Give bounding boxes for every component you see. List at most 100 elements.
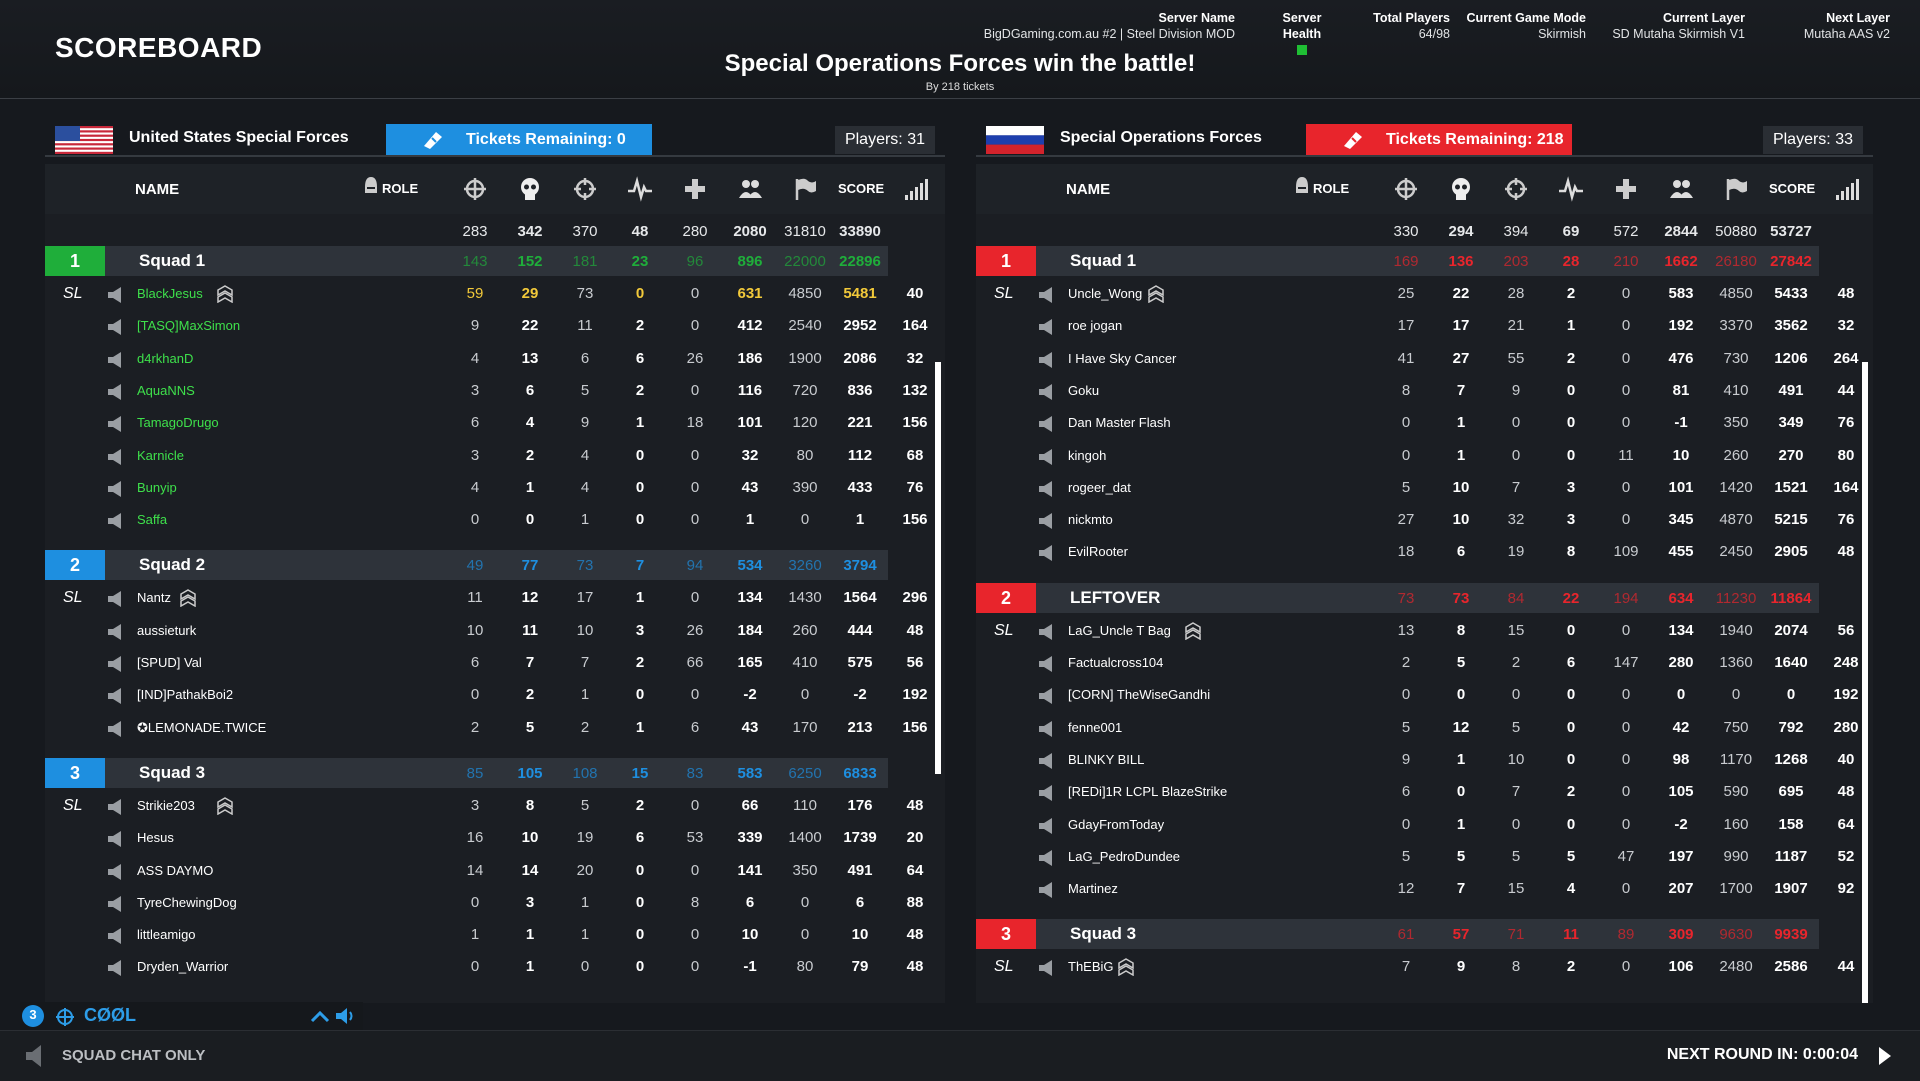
mute-player-toggle[interactable] — [107, 351, 123, 374]
heals-icon-column[interactable] — [1612, 175, 1640, 203]
player-row[interactable]: SL BlackJesus 59 29 73 0 0 631 4850 5481 40 — [45, 278, 930, 310]
kills-icon-column[interactable] — [1392, 175, 1420, 203]
mute-player-toggle[interactable] — [1038, 959, 1054, 982]
mute-player-toggle[interactable] — [107, 798, 123, 821]
mute-player-toggle[interactable] — [107, 512, 123, 535]
column-score-header[interactable]: SCORE — [838, 181, 885, 196]
player-row[interactable]: rogeer_dat 5 10 7 3 0 101 1420 1521 164 — [976, 472, 1861, 504]
column-role-header[interactable]: ROLE — [382, 181, 419, 196]
player-row[interactable]: ✪LEMONADE.TWICE 2 5 2 1 6 43 170 213 156 — [45, 712, 930, 744]
mute-player-toggle[interactable] — [107, 720, 123, 743]
player-row[interactable]: BLINKY BILL 9 1 10 0 0 98 1170 1268 40 — [976, 744, 1861, 776]
column-name-header[interactable]: NAME — [1066, 181, 1111, 198]
column-score-header[interactable]: SCORE — [1769, 181, 1816, 196]
player-row[interactable]: AquaNNS 3 6 5 2 0 116 720 836 132 — [45, 375, 930, 407]
player-row[interactable]: Hesus 16 10 19 6 53 339 1400 1739 20 — [45, 822, 930, 854]
player-row[interactable]: TyreChewingDog 0 3 1 0 8 6 0 6 88 — [45, 887, 930, 919]
mute-player-toggle[interactable] — [107, 286, 123, 309]
downs-icon-column[interactable] — [571, 175, 599, 203]
mute-player-toggle[interactable] — [107, 318, 123, 341]
mute-player-toggle[interactable] — [107, 830, 123, 853]
objective-flag-icon-column[interactable] — [1722, 175, 1750, 203]
squad-header-row[interactable]: 1 Squad 1 143 152 181 23 96 896 22000 22896 — [45, 246, 930, 278]
mute-player-toggle[interactable] — [107, 863, 123, 886]
player-row[interactable]: Dryden_Warrior 0 1 0 0 0 -1 80 79 48 — [45, 951, 930, 983]
player-row[interactable]: Goku 8 7 9 0 0 81 410 491 44 — [976, 375, 1861, 407]
mute-player-toggle[interactable] — [1038, 544, 1054, 567]
player-row[interactable]: Saffa 0 0 1 0 0 1 0 1 156 — [45, 504, 930, 536]
player-row[interactable]: [SPUD] Val 6 7 7 2 66 165 410 575 56 — [45, 647, 930, 679]
player-row[interactable]: GdayFromToday 0 1 0 0 0 -2 160 158 64 — [976, 809, 1861, 841]
player-row[interactable]: Martinez 12 7 15 4 0 207 1700 1907 92 — [976, 873, 1861, 905]
deaths-icon-column[interactable] — [516, 175, 544, 203]
mute-player-toggle[interactable] — [1038, 286, 1054, 309]
player-row[interactable]: Factualcross104 2 5 2 6 147 280 1360 1640 248 — [976, 647, 1861, 679]
revives-icon-column[interactable] — [626, 175, 654, 203]
player-row[interactable]: [CORN] TheWiseGandhi 0 0 0 0 0 0 0 0 192 — [976, 679, 1861, 711]
player-row[interactable]: EvilRooter 18 6 19 8 109 455 2450 2905 48 — [976, 536, 1861, 568]
mute-player-toggle[interactable] — [107, 655, 123, 678]
mute-player-toggle[interactable] — [107, 959, 123, 982]
player-row[interactable]: [IND]PathakBoi2 0 2 1 0 0 -2 0 -2 192 — [45, 679, 930, 711]
squad-header-row[interactable]: 1 Squad 1 169 136 203 28 210 1662 26180 27842 — [976, 246, 1861, 278]
player-row[interactable]: kingoh 0 1 0 0 11 10 260 270 80 — [976, 440, 1861, 472]
squad-header-row[interactable]: 3 Squad 3 85 105 108 15 83 583 6250 6833 — [45, 757, 930, 790]
deaths-icon-column[interactable] — [1447, 175, 1475, 203]
teamwork-icon-column[interactable] — [1667, 175, 1695, 203]
roster-scrollbar[interactable] — [1862, 362, 1868, 1003]
mute-player-toggle[interactable] — [1038, 784, 1054, 807]
mute-player-toggle[interactable] — [1038, 448, 1054, 471]
player-row[interactable]: roe jogan 17 17 21 1 0 192 3370 3562 32 — [976, 310, 1861, 342]
squad-header-row[interactable]: 3 Squad 3 61 57 71 11 89 309 9630 9939 — [976, 919, 1861, 951]
squad-header-row[interactable]: 2 Squad 2 49 77 73 7 94 534 3260 3794 — [45, 550, 930, 582]
ping-column[interactable] — [1832, 175, 1860, 203]
mute-player-toggle[interactable] — [107, 687, 123, 710]
mute-player-toggle[interactable] — [107, 383, 123, 406]
squad-header-row[interactable]: 2 LEFTOVER 73 73 84 22 194 634 11230 11864 — [976, 582, 1861, 615]
mute-player-toggle[interactable] — [1038, 655, 1054, 678]
column-role-header[interactable]: ROLE — [1313, 181, 1350, 196]
player-row[interactable]: ASS DAYMO 14 14 20 0 0 141 350 491 64 — [45, 855, 930, 887]
mute-player-toggle[interactable] — [1038, 318, 1054, 341]
player-row[interactable]: nickmto 27 10 32 3 0 345 4870 5215 76 — [976, 504, 1861, 536]
player-row[interactable]: [REDi]1R LCPL BlazeStrike 6 0 7 2 0 105 590 695 4… — [976, 776, 1861, 808]
mute-player-toggle[interactable] — [1038, 383, 1054, 406]
mute-player-toggle[interactable] — [107, 623, 123, 646]
player-row[interactable]: SL ThEBiG 7 9 8 2 0 106 2480 2586 44 — [976, 951, 1861, 983]
mute-player-toggle[interactable] — [1038, 881, 1054, 904]
mute-player-toggle[interactable] — [107, 895, 123, 918]
player-row[interactable]: Dan Master Flash 0 1 0 0 0 -1 350 349 76 — [976, 407, 1861, 439]
player-row[interactable]: Karnicle 3 2 4 0 0 32 80 112 68 — [45, 440, 930, 472]
player-row[interactable]: LaG_PedroDundee 5 5 5 5 47 197 990 1187 52 — [976, 841, 1861, 873]
player-row[interactable]: Bunyip 4 1 4 0 0 43 390 433 76 — [45, 472, 930, 504]
player-row[interactable]: SL LaG_Uncle T Bag 13 8 15 0 0 134 1940 2074 56 — [976, 615, 1861, 647]
mute-player-toggle[interactable] — [1038, 752, 1054, 775]
heals-icon-column[interactable] — [681, 175, 709, 203]
teamwork-icon-column[interactable] — [736, 175, 764, 203]
mute-player-toggle[interactable] — [107, 590, 123, 613]
downs-icon-column[interactable] — [1502, 175, 1530, 203]
player-row[interactable]: I Have Sky Cancer 41 27 55 2 0 476 730 1206 264 — [976, 343, 1861, 375]
player-row[interactable]: d4rkhanD 4 13 6 6 26 186 1900 2086 32 — [45, 343, 930, 375]
objective-flag-icon-column[interactable] — [791, 175, 819, 203]
player-row[interactable]: [TASQ]MaxSimon 9 22 11 2 0 412 2540 2952 164 — [45, 310, 930, 342]
mute-player-toggle[interactable] — [1038, 817, 1054, 840]
mute-player-toggle[interactable] — [1038, 415, 1054, 438]
revives-icon-column[interactable] — [1557, 175, 1585, 203]
player-row[interactable]: aussieturk 10 11 10 3 26 184 260 444 48 — [45, 615, 930, 647]
player-row[interactable]: fenne001 5 12 5 0 0 42 750 792 280 — [976, 712, 1861, 744]
mute-player-toggle[interactable] — [107, 480, 123, 503]
column-name-header[interactable]: NAME — [135, 181, 180, 198]
roster-scrollbar[interactable] — [935, 362, 941, 774]
player-row[interactable]: littleamigo 1 1 1 0 0 10 0 10 48 — [45, 919, 930, 951]
mute-player-toggle[interactable] — [1038, 849, 1054, 872]
mute-player-toggle[interactable] — [107, 448, 123, 471]
mute-player-toggle[interactable] — [1038, 623, 1054, 646]
ping-column[interactable] — [901, 175, 929, 203]
mute-player-toggle[interactable] — [1038, 687, 1054, 710]
mute-player-toggle[interactable] — [1038, 351, 1054, 374]
player-row[interactable]: SL Uncle_Wong 25 22 28 2 0 583 4850 5433 48 — [976, 278, 1861, 310]
player-row[interactable]: SL Nantz 11 12 17 1 0 134 1430 1564 296 — [45, 582, 930, 614]
mute-player-toggle[interactable] — [107, 927, 123, 950]
kills-icon-column[interactable] — [461, 175, 489, 203]
